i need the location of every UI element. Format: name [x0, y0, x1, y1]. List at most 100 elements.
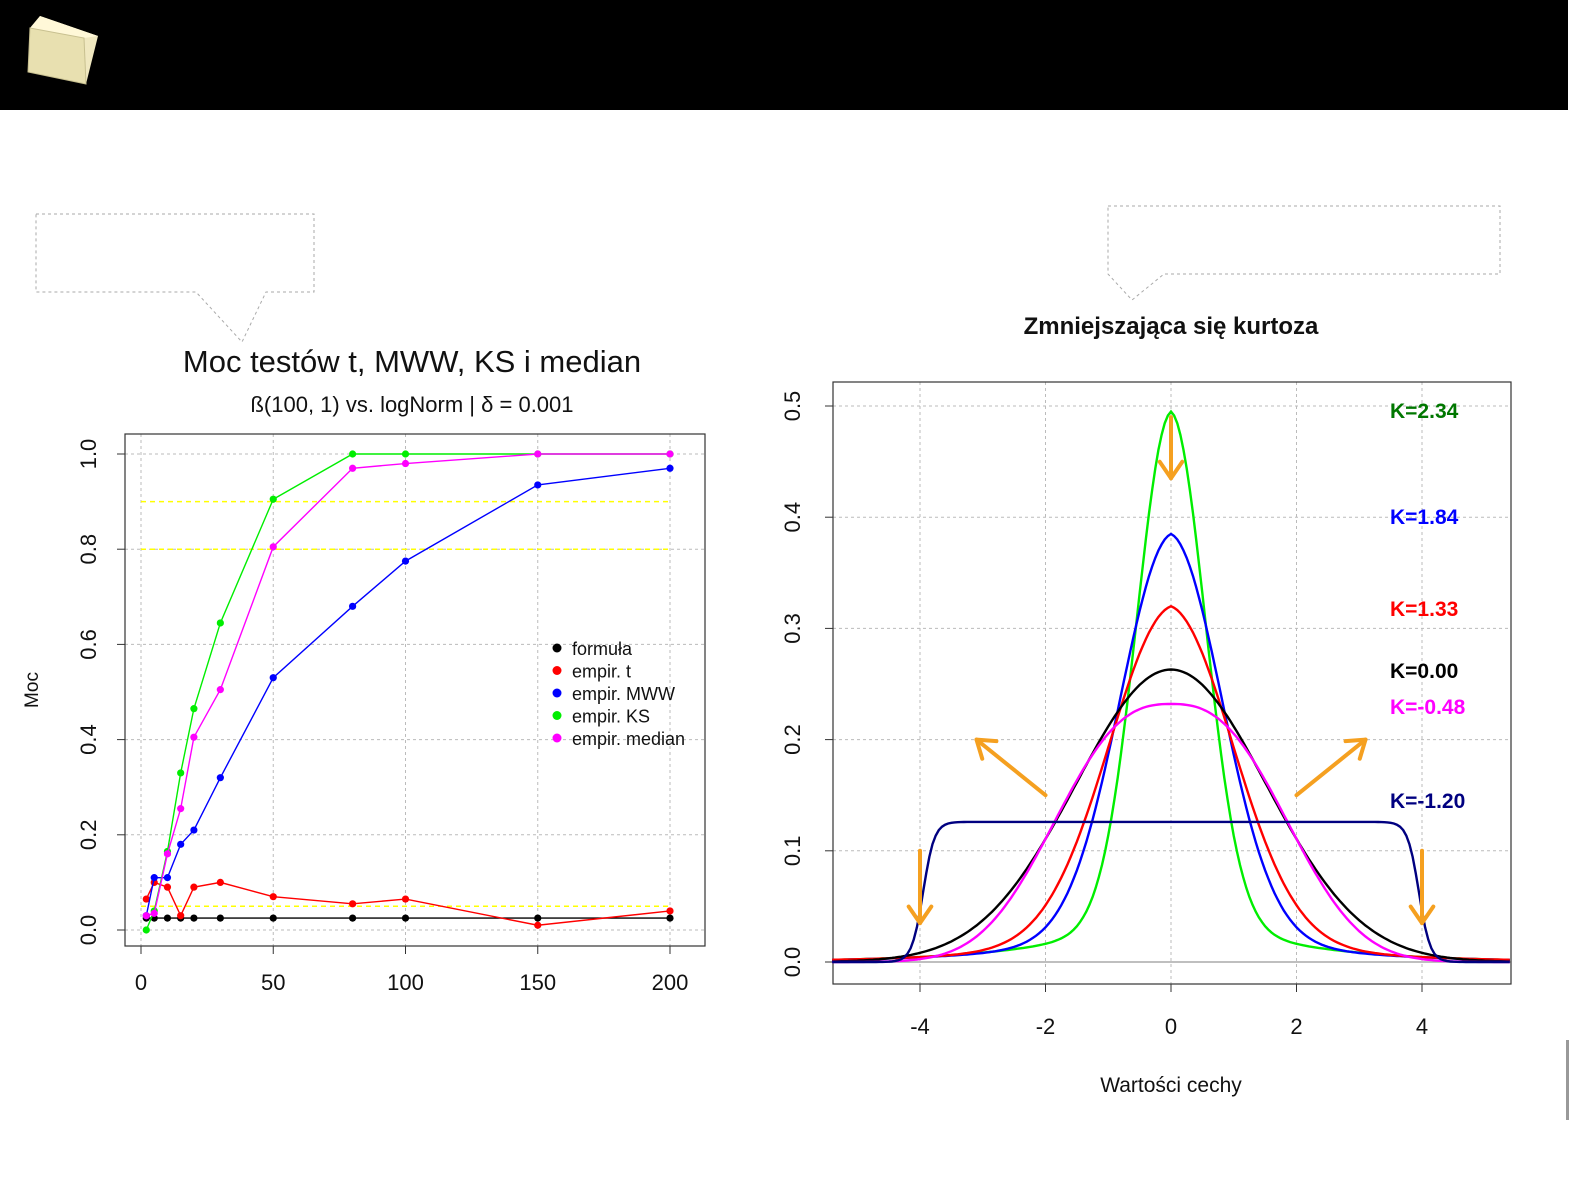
- data-point: [349, 450, 357, 458]
- data-point: [269, 495, 277, 503]
- y-axis-label: Moc: [22, 672, 43, 708]
- kurtosis-label: K=-0.48: [1390, 696, 1466, 719]
- y-tick-label: 0.4: [780, 502, 805, 533]
- data-point: [534, 914, 542, 922]
- data-point: [269, 914, 277, 922]
- kurtosis-chart: Zmniejszająca się kurtoza Wartości cechy…: [780, 313, 1512, 1097]
- data-point: [216, 619, 224, 627]
- data-point: [190, 705, 198, 713]
- x-tick-label: 150: [519, 970, 556, 995]
- data-point: [163, 874, 172, 882]
- x-tick-label: 0: [135, 970, 147, 995]
- data-point: [142, 926, 150, 934]
- x-tick-label: 200: [652, 970, 689, 995]
- arrow-down-left: [906, 848, 934, 926]
- arrow-shaft: [974, 737, 1048, 798]
- data-point: [142, 912, 150, 920]
- cube-icon: [27, 16, 98, 85]
- data-point: [666, 907, 674, 915]
- data-point: [150, 909, 158, 917]
- data-point: [534, 921, 542, 929]
- y-tick-label: 0.0: [76, 915, 101, 946]
- y-tick-label: 0.1: [780, 836, 805, 867]
- data-point: [534, 481, 542, 489]
- plot-area: -4 -2 0 2 4 0.0 0.1 0.2 0.3 0.4 0.5 K=2.34 K=1.84 K=1…: [780, 381, 1512, 1039]
- data-point: [401, 450, 410, 458]
- y-tick-label: 0.2: [780, 724, 805, 755]
- data-point: [349, 464, 357, 472]
- y-tick-label: 0.8: [76, 534, 101, 565]
- data-point: [534, 450, 542, 458]
- legend-label: empir. median: [572, 729, 685, 749]
- data-point: [177, 769, 185, 777]
- plot-area: 0 50 100 150 200 0.0 0.2 0.4 0.6 0.8 1.0 formuła emp…: [76, 433, 706, 995]
- y-tick-label: 0.4: [76, 724, 101, 755]
- data-point: [401, 459, 410, 468]
- arrow-head: [974, 737, 999, 761]
- data-point: [349, 900, 357, 908]
- kurtosis-label: K=0.00: [1390, 660, 1458, 683]
- chart-subtitle: ß(100, 1) vs. logNorm | δ = 0.001: [250, 392, 573, 417]
- legend-marker: [552, 643, 562, 653]
- data-point: [349, 602, 357, 610]
- x-tick-label: 4: [1416, 1014, 1428, 1039]
- data-point: [401, 914, 410, 922]
- plot-frame: [124, 433, 706, 947]
- data-point: [190, 883, 198, 891]
- kurtosis-label: K=1.33: [1390, 598, 1458, 621]
- legend-marker: [552, 666, 562, 675]
- x-tick-label: 50: [261, 970, 285, 995]
- data-point: [216, 774, 224, 782]
- kurtosis-label: K=1.84: [1390, 506, 1459, 529]
- legend-label: formuła: [572, 639, 633, 659]
- arrow-head: [906, 904, 934, 926]
- chart-title: Zmniejszająca się kurtoza: [1024, 313, 1319, 340]
- data-point: [163, 850, 172, 858]
- data-point: [216, 878, 224, 887]
- kurtosis-label: K=-1.20: [1390, 790, 1465, 813]
- legend-label: empir. KS: [572, 707, 650, 727]
- x-tick-label: 100: [387, 970, 424, 995]
- data-point: [163, 914, 172, 922]
- x-tick-label: -2: [1036, 1014, 1056, 1039]
- legend-marker: [552, 688, 562, 698]
- y-tick-label: 1.0: [76, 439, 101, 470]
- plot-frame: [832, 381, 1512, 985]
- data-point: [216, 914, 224, 922]
- data-point: [269, 543, 277, 551]
- y-tick-label: 0.3: [780, 613, 805, 644]
- data-point: [190, 733, 198, 741]
- arrow-up-left: [974, 737, 1048, 798]
- data-point: [142, 895, 150, 903]
- density-curve: [832, 668, 1510, 963]
- data-point: [269, 893, 277, 901]
- header-bar: [0, 0, 1568, 110]
- density-curve: [832, 820, 1510, 964]
- data-point: [177, 912, 185, 920]
- data-point: [666, 464, 674, 472]
- data-point: [190, 914, 198, 922]
- legend-marker: [552, 711, 562, 720]
- x-axis-label: Wartości cechy: [1100, 1074, 1242, 1097]
- left-callout: [35, 213, 315, 343]
- arrow-down-right: [1408, 848, 1436, 926]
- edge-divider: [1566, 1040, 1569, 1120]
- data-point: [401, 557, 410, 565]
- data-point: [190, 826, 198, 834]
- x-tick-label: 0: [1165, 1014, 1177, 1039]
- y-tick-label: 0.0: [780, 947, 805, 978]
- kurtosis-label: K=2.34: [1390, 400, 1459, 423]
- density-curve: [832, 604, 1510, 961]
- data-point: [216, 686, 224, 694]
- y-tick-label: 0.5: [780, 391, 805, 422]
- density-curve: [832, 702, 1510, 964]
- density-curve: [832, 409, 1510, 962]
- x-tick-label: -4: [910, 1014, 930, 1039]
- arrow-shaft: [1294, 737, 1368, 798]
- data-point: [163, 883, 172, 891]
- data-point: [666, 914, 674, 922]
- data-point: [150, 874, 158, 882]
- y-tick-label: 0.6: [76, 629, 101, 660]
- legend-label: empir. MWW: [572, 684, 675, 704]
- data-point: [349, 914, 357, 922]
